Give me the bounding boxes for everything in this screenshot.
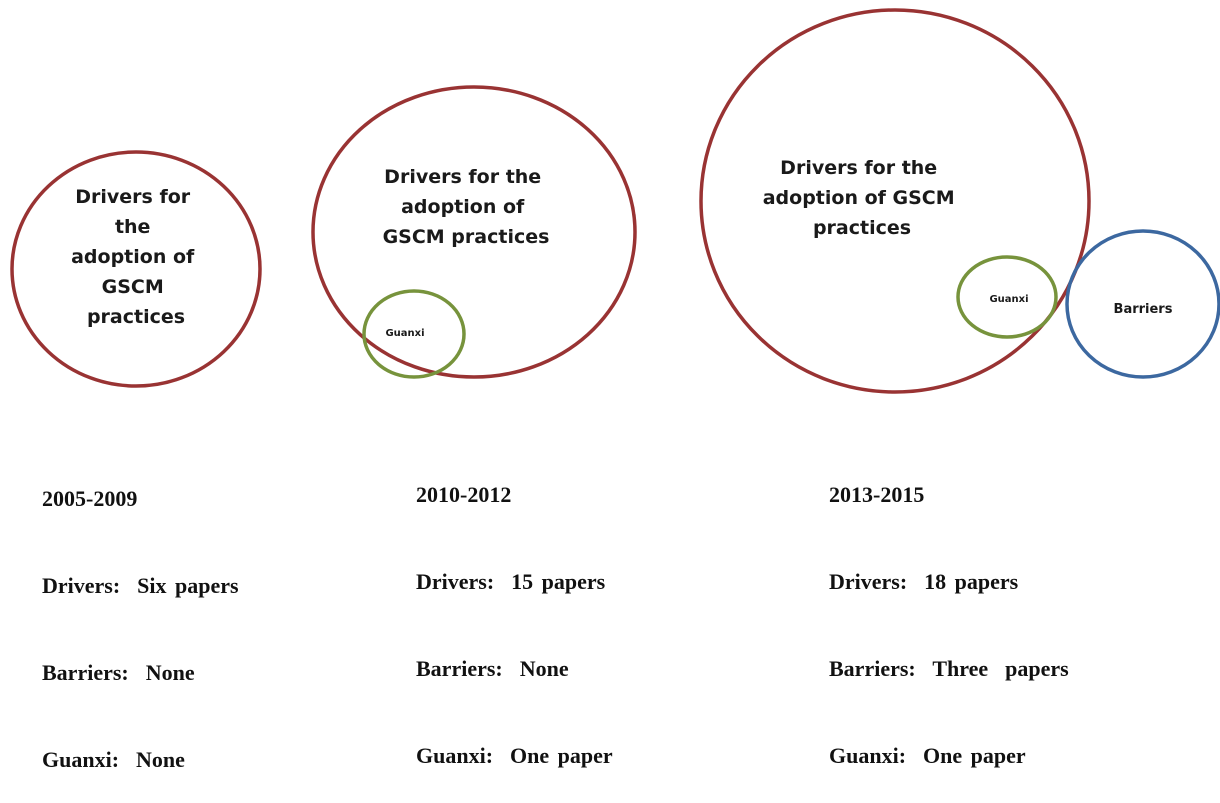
guanxi-count: Guanxi: One paper	[829, 741, 1069, 770]
guanxi-label: Guanxi	[989, 294, 1028, 305]
drivers-label: Drivers for the adoption of GSCM practic…	[763, 157, 962, 239]
caption-2013-2015: 2013-2015 Drivers: 18 papers Barriers: T…	[829, 422, 1069, 799]
period-label: 2010-2012	[416, 480, 613, 509]
drivers-count: Drivers: 15 papers	[416, 567, 613, 596]
barriers-count: Barriers: Three papers	[829, 654, 1069, 683]
drivers-label: Drivers for the adoption of GSCM practic…	[71, 186, 201, 328]
caption-2005-2009: 2005-2009 Drivers: Six papers Barriers: …	[42, 426, 239, 803]
caption-2010-2012: 2010-2012 Drivers: 15 papers Barriers: N…	[416, 422, 613, 799]
drivers-label: Drivers for the adoption of GSCM practic…	[383, 166, 550, 248]
period-label: 2013-2015	[829, 480, 1069, 509]
guanxi-count: Guanxi: One paper	[416, 741, 613, 770]
barriers-label: Barriers	[1114, 302, 1173, 317]
panel-2010-2012: Drivers for the adoption of GSCM practic…	[313, 87, 635, 377]
drivers-count: Drivers: Six papers	[42, 571, 239, 600]
panel-2005-2009: Drivers for the adoption of GSCM practic…	[12, 152, 260, 386]
panel-2013-2015: Drivers for the adoption of GSCM practic…	[701, 10, 1219, 392]
guanxi-label: Guanxi	[385, 328, 424, 339]
barriers-count: Barriers: None	[42, 658, 239, 687]
guanxi-count: Guanxi: None	[42, 745, 239, 774]
barriers-count: Barriers: None	[416, 654, 613, 683]
period-label: 2005-2009	[42, 484, 239, 513]
drivers-count: Drivers: 18 papers	[829, 567, 1069, 596]
